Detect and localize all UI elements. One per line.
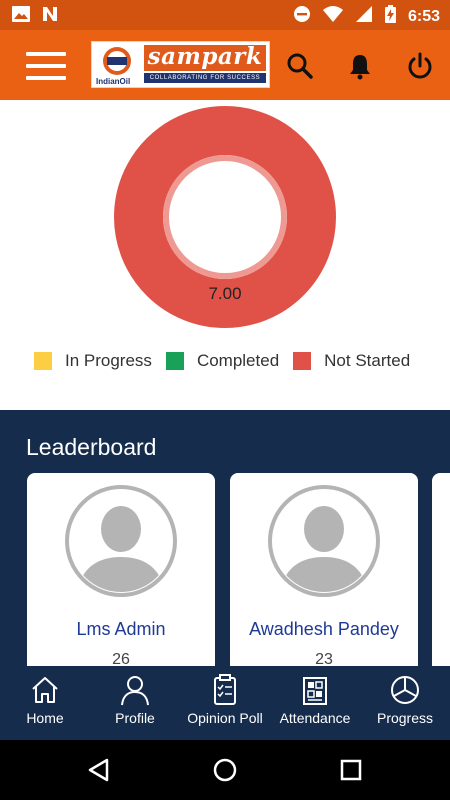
leaderboard-card-partial[interactable] <box>432 473 450 666</box>
system-navigation-bar <box>0 740 450 800</box>
leader-score: 26 <box>112 651 130 666</box>
leader-score: 23 <box>315 651 333 666</box>
wifi-icon <box>322 5 343 28</box>
search-icon[interactable] <box>285 51 315 81</box>
leader-name: Lms Admin <box>76 619 166 639</box>
avatar-placeholder-icon <box>268 485 380 597</box>
poll-icon <box>214 674 236 705</box>
donut-center-value: 7.00 <box>208 284 242 303</box>
legend-label-completed: Completed <box>196 351 280 370</box>
profile-icon <box>121 676 149 706</box>
home-icon <box>32 677 58 703</box>
nav-home-label: Home <box>26 710 64 726</box>
news-app-icon <box>42 6 58 27</box>
legend-label-in-progress: In Progress <box>65 351 152 370</box>
nav-profile-label: Profile <box>115 710 155 726</box>
legend-in-progress: In Progress <box>34 351 152 371</box>
avatar-placeholder-icon <box>65 485 177 597</box>
nav-opinion-poll[interactable]: Opinion Poll <box>180 666 270 740</box>
company-name: IndianOil <box>96 77 131 86</box>
cellular-signal-icon <box>355 5 373 28</box>
legend-swatch-in-progress <box>34 352 52 370</box>
pie-chart-icon <box>391 676 419 704</box>
nav-progress[interactable]: Progress <box>360 666 450 740</box>
legend-not-started: Not Started <box>293 351 410 371</box>
legend-label-not-started: Not Started <box>324 351 411 370</box>
progress-chart-section: 7.00 In Progress Completed Not Started <box>0 100 450 410</box>
slice-not-started <box>114 106 336 328</box>
nav-progress-label: Progress <box>376 710 434 726</box>
leaderboard-title: Leaderboard <box>26 434 157 460</box>
nav-home[interactable]: Home <box>0 666 90 740</box>
attendance-icon <box>303 677 327 705</box>
image-icon <box>12 6 30 27</box>
do-not-disturb-icon <box>293 5 311 28</box>
legend-swatch-completed <box>165 352 184 370</box>
nav-attendance-label: Attendance <box>279 710 351 726</box>
chart-legend: In Progress Completed Not Started <box>34 351 424 371</box>
menu-icon[interactable] <box>26 52 66 80</box>
battery-charging-icon <box>384 5 396 28</box>
bottom-navigation: Home Profile Opinion Poll Attendance Pro… <box>0 666 450 740</box>
nav-attendance[interactable]: Attendance <box>270 666 360 740</box>
indianoil-emblem-icon <box>103 47 131 75</box>
brand-name: sampark <box>144 45 266 71</box>
nav-profile[interactable]: Profile <box>90 666 180 740</box>
app-bar: IndianOil sampark COLLABORATING FOR SUCC… <box>0 30 450 100</box>
leaderboard-card[interactable]: Lms Admin 26 <box>27 473 215 666</box>
back-icon[interactable] <box>86 757 112 783</box>
legend-completed: Completed <box>165 351 280 371</box>
donut-hole <box>163 155 287 279</box>
leaderboard-card[interactable]: Awadhesh Pandey 23 <box>230 473 418 666</box>
brand-tagline: COLLABORATING FOR SUCCESS <box>144 73 266 83</box>
nav-opinion-poll-label: Opinion Poll <box>187 710 263 726</box>
status-bar: 6:53 <box>0 0 450 30</box>
leaderboard-section: Leaderboard Lms Admin 26 Awadhesh Pandey… <box>0 410 450 666</box>
power-icon[interactable] <box>405 51 435 81</box>
recents-icon[interactable] <box>338 757 364 783</box>
sampark-logo: IndianOil sampark COLLABORATING FOR SUCC… <box>91 41 270 88</box>
clock-time: 6:53 <box>407 7 440 25</box>
leader-name: Awadhesh Pandey <box>249 619 399 639</box>
legend-swatch-not-started <box>293 352 312 370</box>
progress-donut-chart <box>114 106 336 328</box>
home-circle-icon[interactable] <box>212 757 238 783</box>
bell-icon[interactable] <box>345 51 375 81</box>
